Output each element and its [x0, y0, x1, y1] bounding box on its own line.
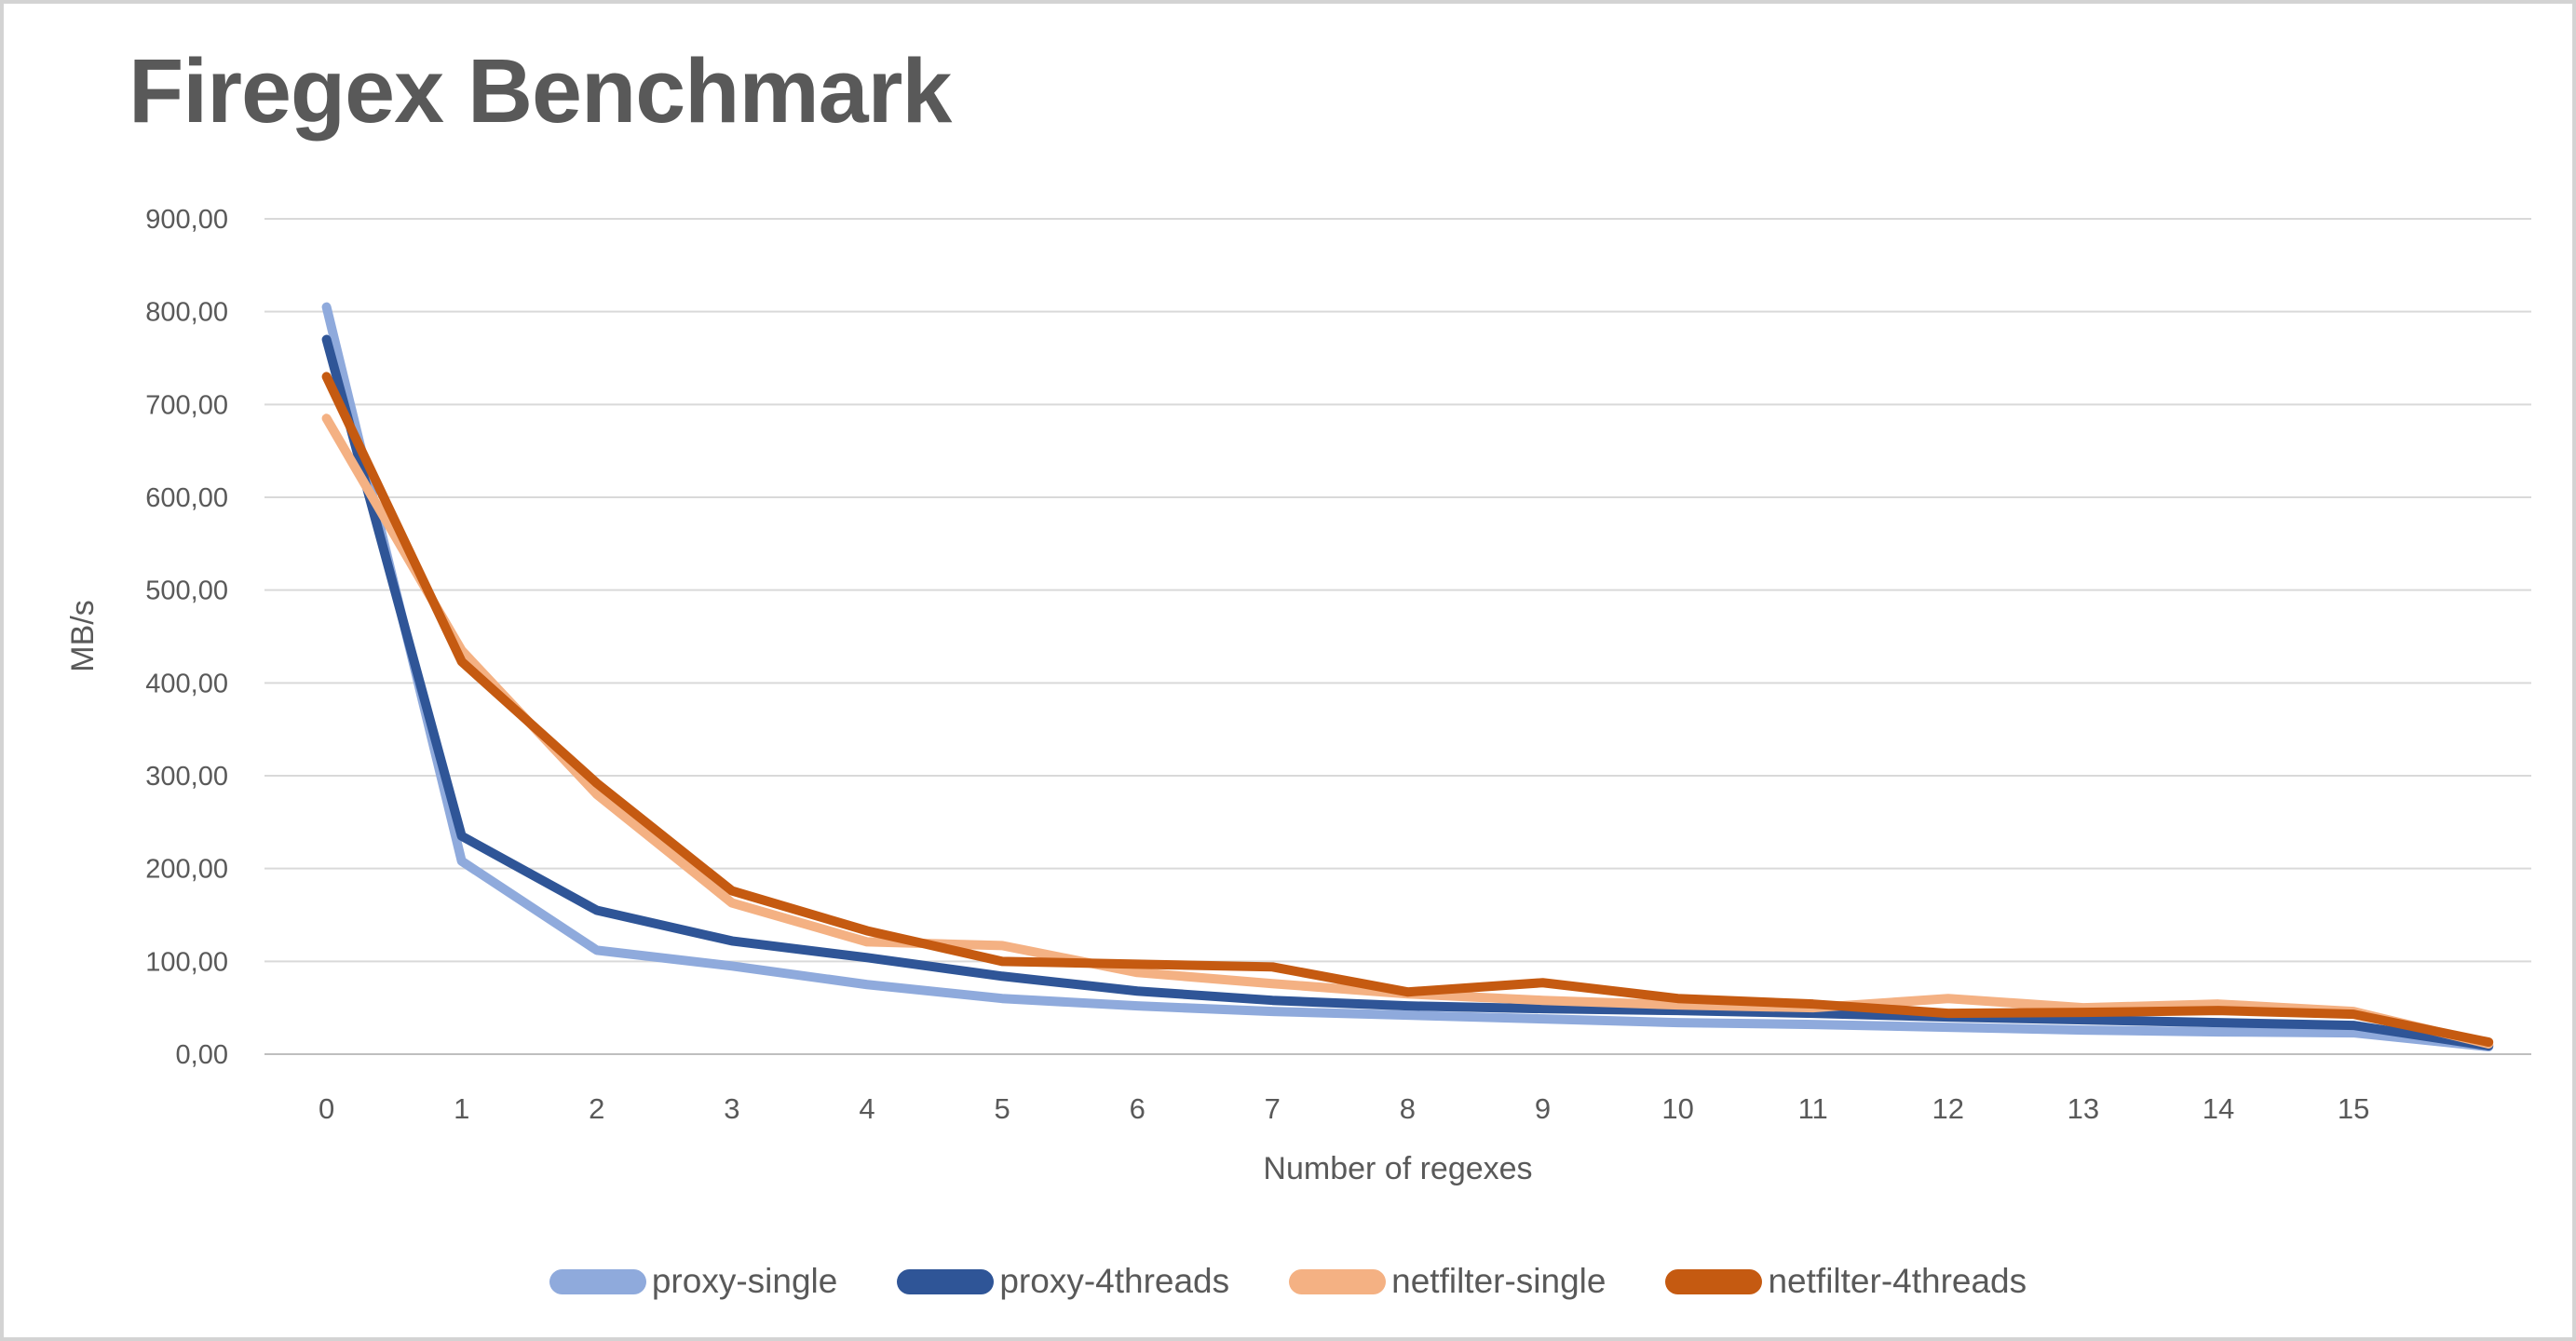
- x-tick-label: 4: [859, 1092, 874, 1125]
- x-tick-label: 0: [319, 1092, 334, 1125]
- chart-title: Firegex Benchmark: [129, 40, 952, 142]
- x-axis-title: Number of regexes: [1263, 1151, 1532, 1186]
- x-tick-label: 7: [1265, 1092, 1281, 1125]
- x-tick-label: 15: [2338, 1092, 2369, 1125]
- series-line-netfilter-single: [321, 413, 2494, 1050]
- y-tick-label: 0,00: [176, 1040, 228, 1070]
- x-tick-label: 3: [724, 1092, 739, 1125]
- y-tick-label: 700,00: [145, 390, 228, 420]
- y-tick-label: 800,00: [145, 298, 228, 328]
- y-tick-label: 600,00: [145, 483, 228, 513]
- x-tick-label: 2: [589, 1092, 604, 1125]
- y-tick-label: 100,00: [145, 947, 228, 977]
- x-tick-label: 8: [1400, 1092, 1416, 1125]
- legend-item-proxy-4threads: proxy-4threads: [897, 1262, 1229, 1301]
- y-tick-label: 400,00: [145, 669, 228, 698]
- x-tick-label: 5: [994, 1092, 1010, 1125]
- x-tick-label: 14: [2203, 1092, 2234, 1125]
- y-tick-label: 500,00: [145, 576, 228, 606]
- x-tick-label: 1: [454, 1092, 469, 1125]
- x-tick-label: 13: [2068, 1092, 2099, 1125]
- legend-label: proxy-single: [651, 1262, 838, 1300]
- legend-label: netfilter-4threads: [1768, 1262, 2027, 1300]
- y-tick-label: 900,00: [145, 205, 228, 235]
- chart-legend: proxy-single proxy-4threads netfilter-si…: [4, 1252, 2572, 1311]
- x-tick-label: 10: [1661, 1092, 1693, 1125]
- legend-item-proxy-single: proxy-single: [549, 1262, 837, 1301]
- y-axis-title: MB/s: [65, 600, 101, 671]
- legend-swatch-proxy-4threads: [897, 1268, 995, 1294]
- legend-label: netfilter-single: [1391, 1262, 1607, 1300]
- x-tick-label: 11: [1798, 1092, 1828, 1125]
- x-tick-label: 12: [1932, 1092, 1964, 1125]
- legend-label: proxy-4threads: [999, 1262, 1230, 1300]
- series-line-proxy-single: [321, 302, 2494, 1052]
- legend-swatch-proxy-single: [549, 1268, 646, 1294]
- legend-swatch-netfilter-4threads: [1665, 1268, 1763, 1294]
- series-line-proxy-4threads: [321, 334, 2494, 1051]
- legend-item-netfilter-single: netfilter-single: [1289, 1262, 1606, 1301]
- benchmark-line-chart: 0,00 100,00 200,00 300,00 400,00 500,00 600,00…: [65, 205, 2531, 1186]
- series-line-netfilter-4threads: [321, 372, 2494, 1048]
- x-tick-label: 9: [1535, 1092, 1551, 1125]
- x-tick-label: 6: [1130, 1092, 1146, 1125]
- y-tick-label: 200,00: [145, 855, 228, 885]
- y-tick-label: 300,00: [145, 762, 228, 792]
- legend-item-netfilter-4threads: netfilter-4threads: [1665, 1262, 2027, 1301]
- legend-swatch-netfilter-single: [1289, 1268, 1387, 1294]
